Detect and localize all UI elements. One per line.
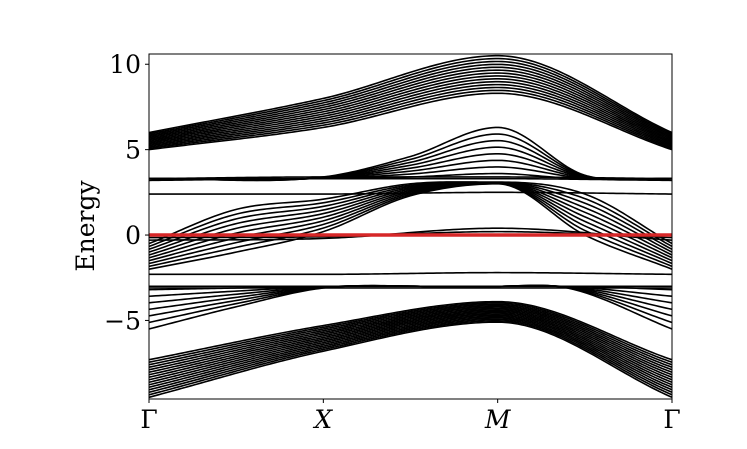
band-line-middle — [149, 181, 672, 245]
band-line-upper-bulk — [149, 89, 672, 150]
y-tick-label: 5 — [125, 136, 141, 165]
x-tick-label: Γ — [663, 405, 680, 434]
band-line-middle — [149, 182, 672, 268]
band-line-lower-bulk — [149, 313, 672, 384]
x-tick-label: X — [312, 405, 333, 434]
axis-ticks: Γ X M Γ −5 0 5 10 — [104, 50, 681, 434]
band-line-upper-bulk — [149, 57, 672, 135]
band-line-upper-bulk — [149, 75, 672, 143]
band-line-upper-bulk — [149, 54, 672, 134]
band-line-lower-bulk — [149, 311, 672, 381]
band-line-middle — [149, 181, 672, 251]
band-line-middle — [149, 182, 672, 259]
band-line-middle — [149, 181, 672, 253]
x-tick-label: M — [484, 405, 512, 434]
band-line-upper-bulk — [149, 63, 672, 138]
band-line-lower-bulk — [149, 310, 672, 379]
band-line-lower-bulk — [149, 300, 672, 361]
band-line-lower-flat — [149, 271, 672, 276]
band-line-lower-bulk — [149, 302, 672, 364]
band-line-dome — [149, 126, 672, 182]
band-line-lower-bulk — [149, 321, 672, 399]
band-line-lower-bulk — [149, 303, 672, 366]
y-tick-label: −5 — [104, 306, 141, 335]
band-line-lower-bulk — [149, 309, 672, 376]
band-line-lower-bulk — [149, 315, 672, 389]
band-line-upper-bulk — [149, 80, 672, 146]
band-line-upper-bulk — [149, 69, 672, 140]
band-line-lower-bulk — [149, 318, 672, 394]
band-line-middle — [149, 182, 672, 256]
band-line-upper-bulk — [149, 78, 672, 144]
band-line-lower-bulk — [149, 304, 672, 369]
band-line-upper-bulk — [149, 83, 672, 147]
plot-frame — [148, 53, 673, 400]
band-line-upper-bulk — [149, 72, 672, 142]
y-axis-label: Energy — [71, 180, 100, 272]
band-lines — [149, 54, 672, 399]
band-line-middle — [149, 181, 672, 248]
band-line-lower-fan — [149, 285, 672, 291]
band-line-lower-bulk — [149, 317, 672, 391]
y-tick-label: 10 — [109, 50, 141, 79]
band-line-lower-bulk — [149, 307, 672, 374]
band-line-upper-bulk — [149, 92, 672, 151]
band-line-upper-bulk — [149, 60, 672, 136]
band-line-upper-bulk — [149, 86, 672, 148]
band-line-lower-bulk — [149, 306, 672, 371]
band-line-near-zero — [149, 227, 672, 241]
band-line-lower-bulk — [149, 314, 672, 386]
band-line-upper-bulk — [149, 66, 672, 139]
x-tick-label: Γ — [140, 405, 157, 434]
y-tick-label: 0 — [125, 221, 141, 250]
band-line-middle — [149, 182, 672, 265]
band-line-lower-bulk — [149, 319, 672, 396]
